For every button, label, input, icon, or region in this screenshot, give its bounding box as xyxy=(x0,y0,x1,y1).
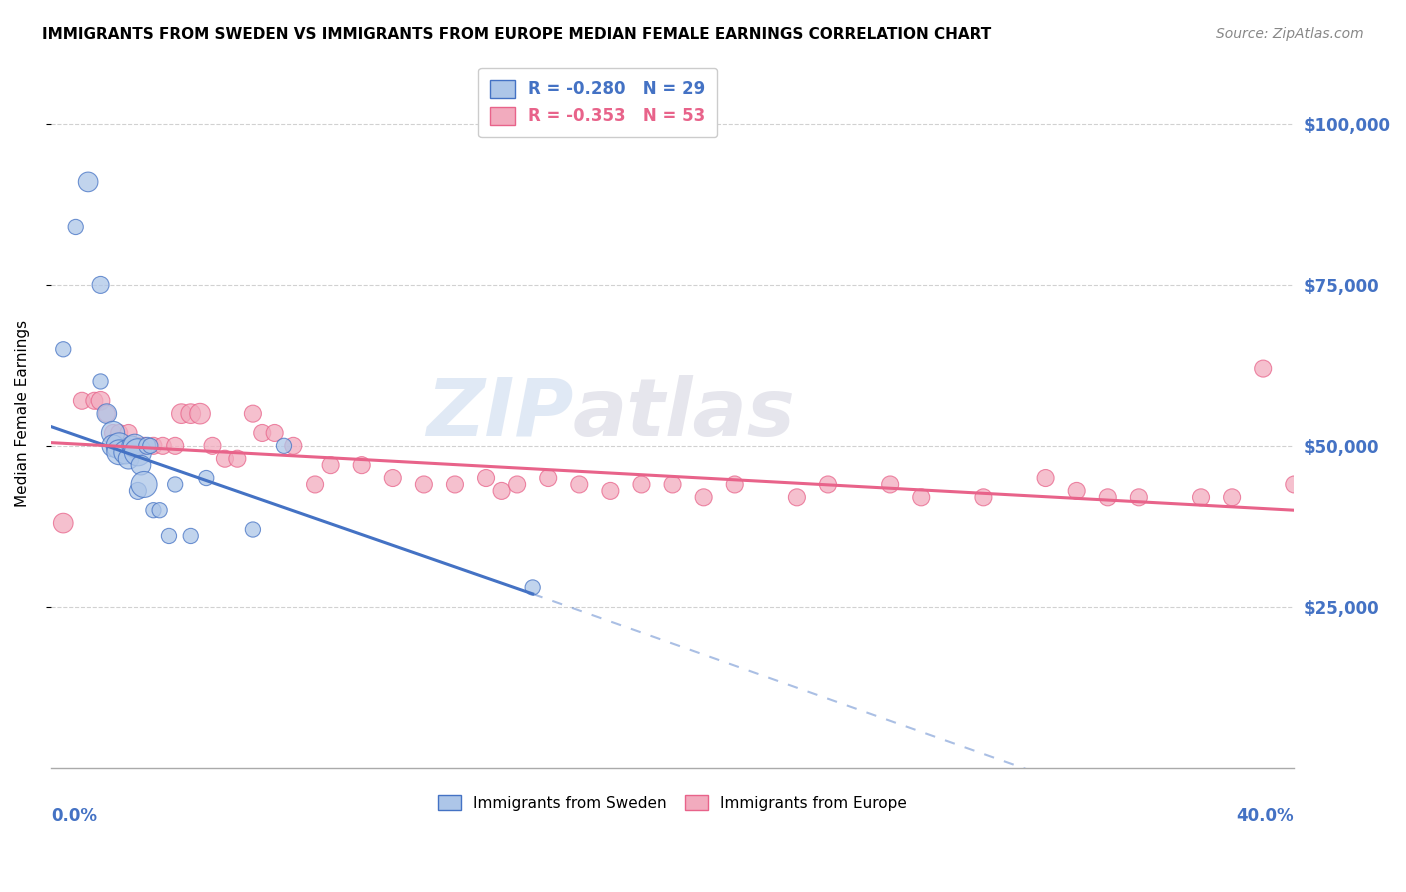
Point xyxy=(444,477,467,491)
Point xyxy=(786,491,808,505)
Point xyxy=(1220,491,1243,505)
Point xyxy=(101,425,124,440)
Point xyxy=(96,407,118,421)
Point xyxy=(1284,477,1306,491)
Point xyxy=(242,407,264,421)
Point xyxy=(1189,491,1212,505)
Text: Source: ZipAtlas.com: Source: ZipAtlas.com xyxy=(1216,27,1364,41)
Point xyxy=(1035,471,1057,485)
Point xyxy=(149,503,172,517)
Point xyxy=(724,477,747,491)
Point xyxy=(692,491,714,505)
Y-axis label: Median Female Earnings: Median Female Earnings xyxy=(15,320,30,508)
Point xyxy=(180,529,202,543)
Point xyxy=(127,483,149,498)
Text: atlas: atlas xyxy=(574,375,796,452)
Point xyxy=(101,439,124,453)
Point xyxy=(304,477,326,491)
Point xyxy=(132,477,155,491)
Point xyxy=(114,445,136,459)
Point xyxy=(52,343,75,357)
Point xyxy=(568,477,591,491)
Point xyxy=(188,407,211,421)
Point xyxy=(165,477,187,491)
Text: 0.0%: 0.0% xyxy=(51,806,97,824)
Point xyxy=(132,439,155,453)
Point xyxy=(506,477,529,491)
Text: ZIP: ZIP xyxy=(426,375,574,452)
Point xyxy=(1128,491,1150,505)
Point xyxy=(129,458,152,472)
Point xyxy=(817,477,839,491)
Point xyxy=(70,393,93,408)
Point xyxy=(630,477,652,491)
Point xyxy=(108,439,131,453)
Point xyxy=(1097,491,1119,505)
Text: IMMIGRANTS FROM SWEDEN VS IMMIGRANTS FROM EUROPE MEDIAN FEMALE EARNINGS CORRELAT: IMMIGRANTS FROM SWEDEN VS IMMIGRANTS FRO… xyxy=(42,27,991,42)
Point xyxy=(214,451,236,466)
Point xyxy=(52,516,75,530)
Point xyxy=(195,471,218,485)
Point xyxy=(170,407,193,421)
Point xyxy=(491,483,513,498)
Point xyxy=(90,393,112,408)
Point xyxy=(242,523,264,537)
Point xyxy=(319,458,342,472)
Point xyxy=(165,439,187,453)
Point xyxy=(117,451,139,466)
Point xyxy=(599,483,621,498)
Point xyxy=(157,529,180,543)
Point xyxy=(117,425,139,440)
Point xyxy=(910,491,932,505)
Point xyxy=(77,175,100,189)
Point xyxy=(96,407,118,421)
Point xyxy=(139,439,162,453)
Point xyxy=(152,439,174,453)
Point xyxy=(124,439,146,453)
Point xyxy=(180,407,202,421)
Point xyxy=(273,439,295,453)
Point xyxy=(108,445,131,459)
Point xyxy=(879,477,901,491)
Point xyxy=(412,477,434,491)
Point xyxy=(90,375,112,389)
Point xyxy=(142,439,165,453)
Point xyxy=(661,477,683,491)
Point xyxy=(250,425,273,440)
Point xyxy=(972,491,994,505)
Point xyxy=(127,445,149,459)
Point xyxy=(381,471,404,485)
Point xyxy=(201,439,224,453)
Point xyxy=(127,439,149,453)
Point xyxy=(90,277,112,292)
Point xyxy=(101,425,124,440)
Point xyxy=(1251,361,1274,376)
Text: 40.0%: 40.0% xyxy=(1237,806,1295,824)
Point xyxy=(121,439,143,453)
Point xyxy=(83,393,105,408)
Point xyxy=(136,439,159,453)
Point xyxy=(475,471,498,485)
Point xyxy=(537,471,560,485)
Point xyxy=(1066,483,1088,498)
Point xyxy=(522,581,544,595)
Point xyxy=(283,439,305,453)
Point xyxy=(65,219,87,234)
Point xyxy=(108,425,131,440)
Point xyxy=(263,425,285,440)
Point xyxy=(350,458,373,472)
Point xyxy=(142,503,165,517)
Legend: Immigrants from Sweden, Immigrants from Europe: Immigrants from Sweden, Immigrants from … xyxy=(432,789,914,817)
Point xyxy=(226,451,249,466)
